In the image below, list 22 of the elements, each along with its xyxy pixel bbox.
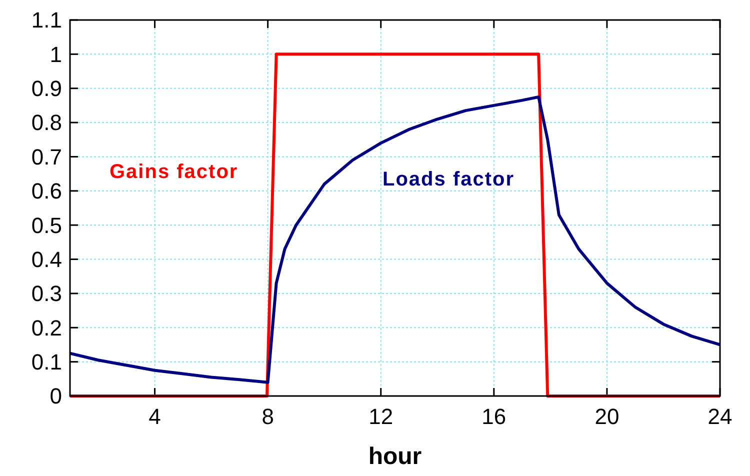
y-tick-label: 0.2 (31, 315, 62, 340)
x-tick-label: 16 (482, 404, 506, 429)
x-tick-label: 8 (262, 404, 274, 429)
x-tick-label: 24 (708, 404, 732, 429)
y-tick-label: 0.3 (31, 281, 62, 306)
line-series (68, 95, 722, 384)
y-tick-label: 0.7 (31, 144, 62, 170)
y-tick-label: 0.4 (31, 246, 62, 272)
x-axis-title: hour (368, 443, 422, 470)
x-tick-label: 12 (368, 404, 394, 429)
series-label: Gains factor (110, 160, 238, 183)
y-tick-label: 0.9 (31, 76, 62, 102)
y-tick-label: 1 (50, 42, 62, 67)
y-tick-label: 0.8 (31, 110, 62, 136)
x-tick-label: 4 (148, 404, 161, 429)
y-tick-label: 0.6 (31, 178, 62, 204)
y-tick-label: 0 (50, 384, 62, 409)
x-tick-label: 20 (594, 404, 620, 429)
y-tick-label: 1.1 (31, 8, 62, 33)
series-label: Loads factor (382, 168, 515, 190)
y-tick-label: 0.1 (31, 350, 62, 375)
y-tick-label: 0.5 (31, 212, 62, 238)
